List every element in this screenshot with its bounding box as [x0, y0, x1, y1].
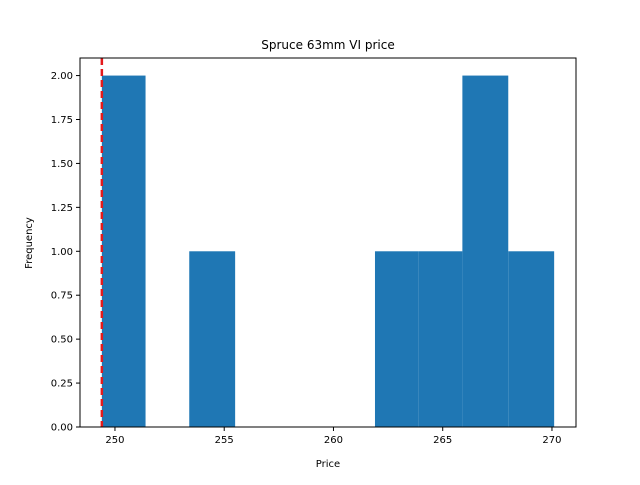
y-tick-label: 1.50: [51, 159, 73, 170]
x-tick-label: 260: [324, 435, 343, 446]
x-axis-label: Price: [316, 459, 340, 470]
histogram-bar: [189, 251, 236, 427]
y-tick-label: 0.25: [51, 379, 73, 390]
x-tick-label: 255: [215, 435, 234, 446]
y-tick-label: 0.75: [51, 291, 73, 302]
x-tick-label: 270: [542, 435, 561, 446]
histogram-bar: [418, 251, 463, 427]
histogram-bar: [508, 251, 555, 427]
chart-title: Spruce 63mm VI price: [261, 38, 394, 52]
x-tick-label: 250: [105, 435, 124, 446]
y-axis-ticks: 0.00 0.25 0.50 0.75 1.00 1.25 1.50 1.75 2.00: [51, 71, 80, 434]
y-tick-label: 0.00: [51, 423, 73, 434]
y-tick-label: 1.00: [51, 247, 73, 258]
y-axis-label: Frequency: [24, 217, 35, 269]
x-axis-ticks: 250 255 260 265 270: [105, 427, 562, 446]
y-tick-label: 2.00: [51, 71, 73, 82]
y-tick-label: 1.75: [51, 115, 73, 126]
y-tick-label: 1.25: [51, 203, 73, 214]
histogram-bars: [101, 75, 555, 428]
y-tick-label: 0.50: [51, 335, 73, 346]
histogram-bar: [462, 75, 509, 428]
histogram-bar: [101, 75, 146, 428]
plot-area-frame: [79, 57, 577, 428]
histogram-bar: [374, 251, 419, 427]
x-tick-label: 265: [433, 435, 452, 446]
